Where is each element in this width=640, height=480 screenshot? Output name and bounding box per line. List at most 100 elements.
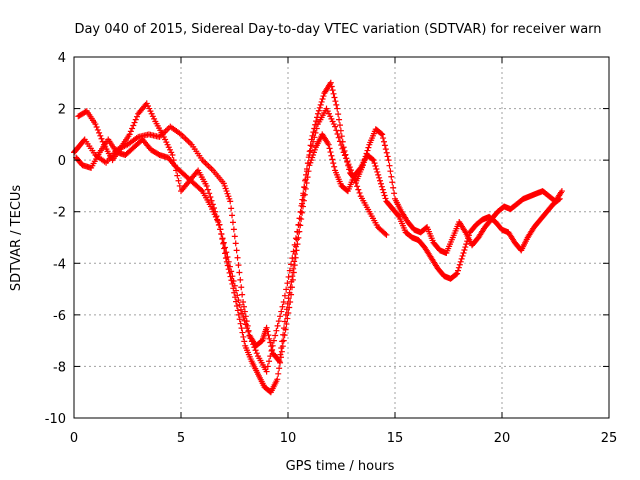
data-point xyxy=(274,376,281,383)
data-point xyxy=(379,131,386,138)
data-point xyxy=(247,335,254,342)
data-point xyxy=(354,183,361,190)
data-point xyxy=(454,270,461,277)
data-point xyxy=(215,221,222,228)
data-point xyxy=(242,321,249,328)
data-point xyxy=(239,291,246,298)
data-point xyxy=(299,209,306,216)
x-tick-label: 20 xyxy=(494,431,511,446)
data-point xyxy=(96,129,103,136)
data-point xyxy=(307,142,314,149)
data-point xyxy=(558,188,565,195)
data-point xyxy=(282,326,289,333)
axis-ticks xyxy=(73,56,610,419)
data-point xyxy=(371,160,378,167)
data-point xyxy=(251,344,258,351)
data-point xyxy=(319,95,326,102)
data-point xyxy=(231,282,238,289)
data-point xyxy=(233,287,240,294)
data-points xyxy=(71,79,565,396)
data-point xyxy=(235,311,242,318)
data-point xyxy=(93,123,100,130)
data-point xyxy=(288,261,295,268)
data-point xyxy=(334,105,341,112)
data-point xyxy=(301,184,308,191)
data-point xyxy=(229,273,236,280)
data-point xyxy=(458,255,465,262)
plot-frame xyxy=(73,56,610,419)
x-tick-label: 10 xyxy=(280,431,297,446)
data-point xyxy=(237,306,244,313)
data-point xyxy=(263,324,270,331)
data-point xyxy=(280,337,287,344)
data-point xyxy=(336,138,343,145)
data-point xyxy=(313,125,320,132)
data-point xyxy=(294,241,301,248)
data-point xyxy=(328,83,335,90)
data-point xyxy=(221,245,228,252)
data-point xyxy=(372,163,379,170)
data-point xyxy=(213,213,220,220)
data-point xyxy=(277,359,284,366)
data-point xyxy=(284,315,291,322)
data-point xyxy=(380,189,387,196)
data-point xyxy=(235,297,242,304)
data-point xyxy=(350,173,357,180)
x-tick-label: 25 xyxy=(601,431,618,446)
data-point xyxy=(252,347,259,354)
data-point xyxy=(97,132,104,139)
x-tick-label: 0 xyxy=(70,431,78,446)
data-point xyxy=(454,267,461,274)
data-point xyxy=(214,217,221,224)
data-point xyxy=(283,321,290,328)
data-point xyxy=(274,322,281,329)
data-point xyxy=(464,238,471,245)
data-point xyxy=(294,228,301,235)
data-point xyxy=(269,346,276,353)
data-point xyxy=(239,310,246,317)
data-point xyxy=(318,98,325,105)
data-point xyxy=(382,230,389,237)
data-point xyxy=(266,335,273,342)
data-point xyxy=(330,90,337,97)
data-point xyxy=(226,263,233,270)
data-point xyxy=(212,208,219,215)
data-point xyxy=(380,138,387,145)
data-point xyxy=(336,122,343,129)
data-point xyxy=(132,116,139,123)
data-point xyxy=(273,327,280,334)
data-point xyxy=(285,273,292,280)
y-tick-label: 0 xyxy=(58,154,66,169)
data-point xyxy=(311,134,318,141)
data-point xyxy=(198,186,205,193)
data-point xyxy=(171,162,178,169)
data-point xyxy=(222,244,229,251)
data-point xyxy=(310,138,317,145)
data-point xyxy=(173,167,180,174)
data-point xyxy=(296,215,303,222)
data-point xyxy=(175,177,182,184)
y-tick-label: 2 xyxy=(58,103,66,118)
data-point xyxy=(232,240,239,247)
data-point xyxy=(207,193,214,200)
data-point xyxy=(284,280,291,287)
data-point xyxy=(381,192,388,199)
data-point xyxy=(218,230,225,237)
data-point xyxy=(99,138,106,145)
data-point xyxy=(220,240,227,247)
data-point xyxy=(325,141,332,148)
data-point xyxy=(299,203,306,210)
data-point xyxy=(290,248,297,255)
data-point xyxy=(230,277,237,284)
data-point xyxy=(286,304,293,311)
data-point xyxy=(292,235,299,242)
data-point xyxy=(281,292,288,299)
y-tick-label: -10 xyxy=(45,412,66,427)
data-point xyxy=(295,221,302,228)
data-point xyxy=(275,370,282,377)
data-point xyxy=(312,129,319,136)
data-point xyxy=(462,244,469,251)
data-point xyxy=(385,157,392,164)
data-point xyxy=(236,301,243,308)
